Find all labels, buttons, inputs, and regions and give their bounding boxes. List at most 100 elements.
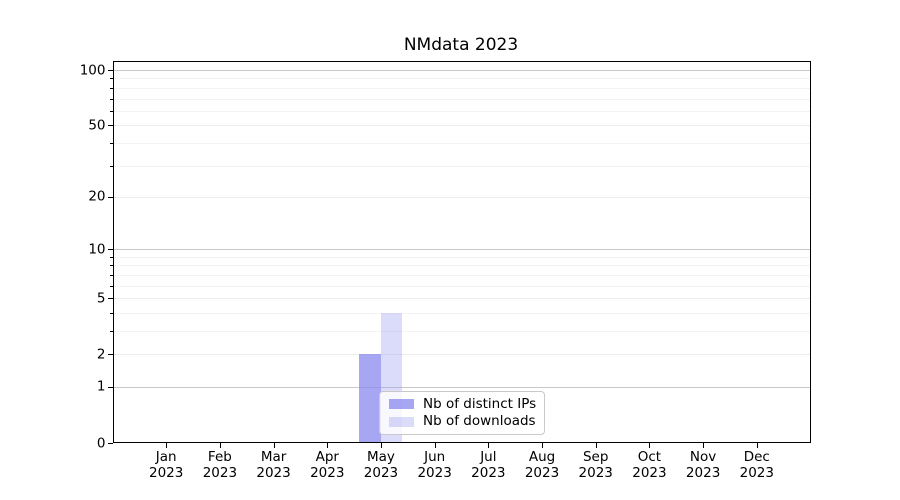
x-tick-label: Jan 2023 [126,449,206,481]
gridline-minor [112,256,811,258]
x-tick-month: Jun [424,449,446,465]
x-tick-label: Jul 2023 [448,449,528,481]
y-minor-tick [109,274,113,276]
gridline-minor [112,98,811,100]
y-tick-label: 5 [96,289,106,306]
y-tick [107,125,113,127]
x-tick-year: 2023 [256,465,291,481]
x-tick-year: 2023 [524,465,560,481]
gridline-major [112,196,811,198]
x-tick-month: Nov [689,449,717,465]
gridline-minor [112,110,811,112]
gridline-major [112,125,811,127]
x-tick-year: 2023 [471,465,506,481]
x-tick [703,443,705,448]
gridline-minor [112,285,811,287]
y-minor-tick [109,87,113,89]
chart-title: NMdata 2023 [403,35,519,55]
y-tick [107,249,113,251]
y-tick [107,70,113,72]
x-tick-label: Jun 2023 [395,449,475,481]
legend-swatch-distinct-ips [389,398,414,410]
y-tick-label: 2 [96,345,106,362]
legend-item-distinct-ips: Nb of distinct IPs [389,395,537,412]
gridline-decade [112,249,811,251]
x-tick-label: Oct 2023 [609,449,689,481]
y-tick-label: 50 [88,117,106,134]
x-tick-year: 2023 [310,465,345,481]
plot-area [112,61,811,443]
x-tick [166,443,168,448]
x-tick-label: Sep 2023 [556,449,636,481]
gridline-decade [112,386,811,388]
y-tick-label: 100 [79,61,106,78]
gridline-minor [112,274,811,276]
x-tick-label: Dec 2023 [717,449,797,481]
x-tick-year: 2023 [202,465,238,481]
x-tick-month: Jul [480,449,497,465]
x-tick-label: Apr 2023 [287,449,367,481]
x-tick [649,443,651,448]
x-tick-month: Oct [637,449,662,465]
x-tick-year: 2023 [149,465,184,481]
legend-label-downloads: Nb of downloads [423,413,536,430]
x-tick [756,443,758,448]
y-minor-tick [109,330,113,332]
y-tick [107,298,113,300]
gridline-decade [112,70,811,72]
y-tick-label: 0 [96,434,106,451]
y-minor-tick [109,98,113,100]
x-tick-label: Mar 2023 [234,449,314,481]
x-tick [434,443,436,448]
y-minor-tick [109,142,113,144]
y-tick [107,386,113,388]
x-tick-month: Feb [207,449,232,465]
y-tick-label: 10 [88,240,106,257]
gridline-minor [112,142,811,144]
x-tick-year: 2023 [417,465,452,481]
y-minor-tick [109,165,113,167]
x-tick-label: Aug 2023 [502,449,582,481]
x-tick [219,443,221,448]
x-tick [542,443,544,448]
x-tick [327,443,329,448]
x-tick-label: May 2023 [341,449,421,481]
x-tick-year: 2023 [578,465,613,481]
x-tick-year: 2023 [632,465,667,481]
gridline-minor [112,78,811,80]
gridline-minor [112,165,811,167]
gridline-minor [112,330,811,332]
y-tick-label: 20 [88,188,106,205]
y-minor-tick [109,110,113,112]
x-tick-month: Sep [582,449,609,465]
x-tick-month: Jan [155,449,177,465]
legend-item-downloads: Nb of downloads [389,413,536,430]
x-tick-label: Nov 2023 [663,449,743,481]
gridline-minor [112,265,811,267]
x-tick-month: Aug [528,449,556,465]
gridline-major [112,354,811,356]
y-minor-tick [109,256,113,258]
y-minor-tick [109,285,113,287]
y-minor-tick [109,265,113,267]
y-tick-label: 1 [96,378,106,395]
x-tick-month: Dec [743,449,770,465]
bar-distinct-ips [359,354,381,443]
x-tick-month: Apr [315,449,339,465]
x-tick-month: May [366,449,395,465]
x-tick [595,443,597,448]
x-tick-label: Feb 2023 [180,449,260,481]
x-tick [488,443,490,448]
x-tick-year: 2023 [739,465,774,481]
y-tick [107,354,113,356]
gridline-major [112,298,811,300]
x-tick-year: 2023 [685,465,721,481]
legend: Nb of distinct IPs Nb of downloads [379,391,545,435]
legend-label-distinct-ips: Nb of distinct IPs [423,395,537,412]
y-tick [107,196,113,198]
y-minor-tick [109,78,113,80]
y-minor-tick [109,312,113,314]
x-tick [380,443,382,448]
x-tick-year: 2023 [363,465,399,481]
